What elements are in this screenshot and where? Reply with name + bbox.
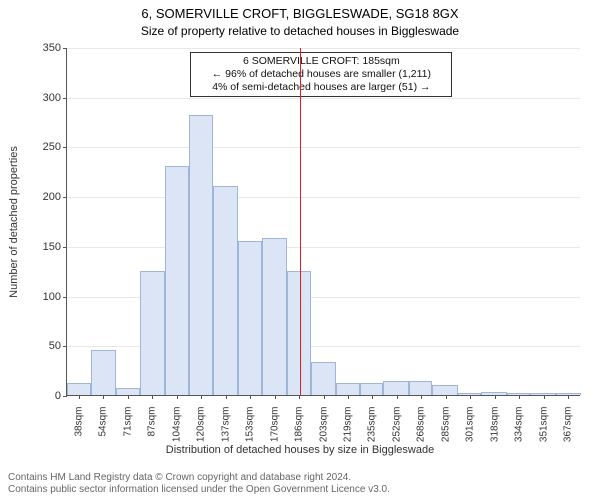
x-tick-mark [495,395,496,399]
x-tick-mark [250,395,251,399]
x-tick-mark [446,395,447,399]
histogram-bar [91,350,116,395]
y-tick-label: 50 [49,340,67,352]
x-tick-mark [275,395,276,399]
x-tick-mark [544,395,545,399]
y-tick-label: 200 [43,191,67,203]
x-tick-mark [324,395,325,399]
x-tick-mark [397,395,398,399]
x-tick-label: 104sqm [171,401,182,443]
x-tick-mark [372,395,373,399]
histogram-bar [311,362,336,395]
x-tick-label: 219sqm [342,401,353,443]
histogram-bar [287,271,311,395]
annotation-line: 4% of semi-detached houses are larger (5… [197,81,445,94]
plot-area: 6 SOMERVILLE CROFT: 185sqm← 96% of detac… [66,48,580,396]
histogram-bar [432,385,457,395]
x-tick-label: 252sqm [391,401,402,443]
x-tick-mark [152,395,153,399]
x-tick-label: 285sqm [440,401,451,443]
y-tick-label: 0 [55,390,67,402]
gridline [67,147,580,148]
gridline [67,247,580,248]
annotation-line: 6 SOMERVILLE CROFT: 185sqm [197,55,445,68]
histogram-bar [383,381,408,395]
y-tick-label: 300 [43,92,67,104]
x-tick-label: 367sqm [562,401,573,443]
histogram-bar [336,383,360,395]
x-tick-label: 186sqm [293,401,304,443]
y-tick-label: 100 [43,291,67,303]
x-tick-mark [299,395,300,399]
gridline [67,98,580,99]
histogram-bar [67,383,91,395]
x-tick-label: 38sqm [73,401,84,437]
x-tick-mark [103,395,104,399]
histogram-bar [213,186,238,395]
histogram-bar [238,241,262,395]
x-tick-label: 301sqm [464,401,475,443]
footer-line-2: Contains public sector information licen… [8,484,390,496]
x-tick-label: 137sqm [220,401,231,443]
x-tick-mark [470,395,471,399]
annotation-box: 6 SOMERVILLE CROFT: 185sqm← 96% of detac… [190,52,452,97]
footer-line-1: Contains HM Land Registry data © Crown c… [8,472,390,484]
x-axis-label: Distribution of detached houses by size … [0,444,600,456]
x-tick-label: 334sqm [513,401,524,443]
x-tick-mark [519,395,520,399]
x-tick-mark [177,395,178,399]
x-tick-mark [128,395,129,399]
y-axis-label: Number of detached properties [8,146,20,298]
x-tick-mark [201,395,202,399]
x-tick-mark [79,395,80,399]
x-tick-label: 268sqm [415,401,426,443]
x-tick-label: 203sqm [319,401,330,443]
x-tick-label: 87sqm [146,401,157,437]
x-tick-label: 54sqm [97,401,108,437]
x-tick-label: 235sqm [366,401,377,443]
histogram-bar [262,238,287,395]
annotation-line: ← 96% of detached houses are smaller (1,… [197,68,445,81]
histogram-bar [360,383,384,395]
histogram-bar [116,388,140,395]
x-tick-label: 351sqm [538,401,549,443]
y-tick-label: 350 [43,42,67,54]
x-tick-mark [348,395,349,399]
footer-attribution: Contains HM Land Registry data © Crown c… [8,472,390,496]
chart-supertitle: 6, SOMERVILLE CROFT, BIGGLESWADE, SG18 8… [0,6,600,21]
y-tick-label: 150 [43,241,67,253]
x-tick-label: 153sqm [244,401,255,443]
x-tick-label: 318sqm [489,401,500,443]
histogram-bar [189,115,213,395]
chart-title: Size of property relative to detached ho… [0,24,600,38]
gridline [67,48,580,49]
histogram-bar [165,166,189,395]
gridline [67,197,580,198]
x-tick-mark [421,395,422,399]
marker-line [300,48,301,395]
x-tick-mark [226,395,227,399]
x-tick-mark [568,395,569,399]
x-tick-label: 120sqm [195,401,206,443]
y-tick-label: 250 [43,141,67,153]
x-tick-label: 170sqm [269,401,280,443]
histogram-bar [140,271,165,395]
histogram-bar [409,381,433,395]
x-tick-label: 71sqm [122,401,133,437]
